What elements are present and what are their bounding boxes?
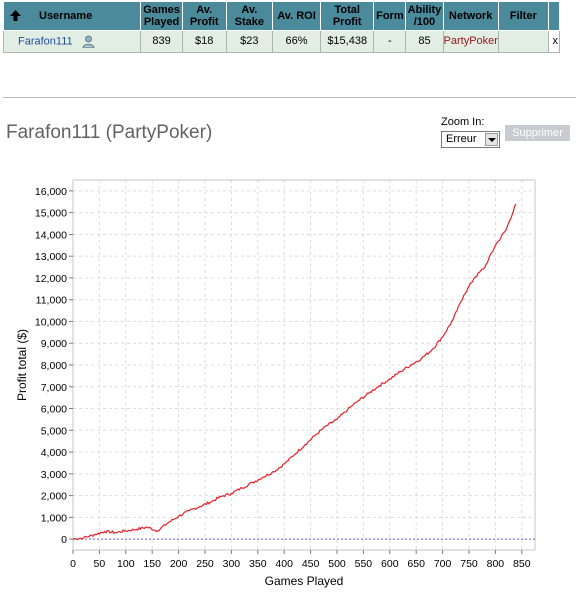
y-tick-label: 5,000 [41, 425, 67, 437]
y-tick-label: 12,000 [35, 273, 67, 285]
up-arrow-icon[interactable] [10, 10, 21, 22]
av-profit-cell: $18 [181, 29, 227, 54]
y-tick-label: 14,000 [35, 229, 67, 241]
y-tick-label: 2,000 [41, 491, 67, 503]
network-header[interactable]: Network [442, 1, 499, 31]
player-stats-table: Username Games Played Av. Profit Av. Stake … [2, 1, 561, 54]
y-tick-label: 3,000 [41, 469, 67, 481]
user-icon[interactable] [82, 35, 95, 48]
username-header-label: Username [39, 9, 93, 22]
x-tick-label: 200 [170, 558, 188, 570]
zoom-label: Zoom In: [441, 116, 485, 128]
x-tick-label: 600 [381, 558, 399, 570]
form-cell: - [373, 29, 407, 54]
ability-cell: 85 [405, 29, 444, 54]
chevron-down-icon[interactable] [485, 133, 498, 146]
x-tick-label: 350 [249, 558, 267, 570]
x-tick-label: 100 [117, 558, 135, 570]
x-tick-label: 700 [434, 558, 452, 570]
y-axis-label: Profit total ($) [15, 329, 29, 401]
section-divider [3, 97, 576, 98]
y-tick-label: 1,000 [41, 512, 67, 524]
av-profit-header[interactable]: Av. Profit [181, 1, 227, 31]
games-played-header[interactable]: Games Played [140, 1, 183, 31]
x-tick-label: 450 [302, 558, 320, 570]
y-tick-label: 6,000 [41, 404, 67, 416]
y-tick-label: 0 [61, 534, 67, 546]
x-tick-label: 150 [143, 558, 161, 570]
table-row: Farafon111 839 $18 $23 66% $15,438 - 85 … [2, 29, 561, 54]
x-tick-label: 500 [328, 558, 346, 570]
x-tick-label: 650 [407, 558, 425, 570]
x-tick-label: 50 [94, 558, 106, 570]
total-profit-cell: $15,438 [320, 29, 375, 54]
page-title: Farafon111 (PartyPoker) [6, 122, 213, 143]
filter-cell[interactable] [497, 29, 549, 54]
x-tick-label: 300 [223, 558, 241, 570]
form-header[interactable]: Form [373, 1, 407, 31]
y-tick-label: 9,000 [41, 338, 67, 350]
header-spacer [547, 1, 561, 31]
username-cell: Farafon111 [2, 29, 142, 54]
x-tick-label: 850 [513, 558, 531, 570]
x-tick-label: 750 [460, 558, 478, 570]
y-tick-label: 8,000 [41, 360, 67, 372]
x-tick-label: 0 [70, 558, 76, 570]
av-stake-header[interactable]: Av. Stake [225, 1, 273, 31]
network-link[interactable]: PartyPoker [443, 35, 498, 48]
profit-series-line [72, 203, 517, 541]
total-profit-header[interactable]: Total Profit [320, 1, 375, 31]
y-tick-label: 16,000 [35, 186, 67, 198]
x-tick-label: 550 [355, 558, 373, 570]
username-link[interactable]: Farafon111 [18, 35, 73, 48]
av-stake-cell: $23 [225, 29, 273, 54]
filter-header[interactable]: Filter [497, 1, 549, 31]
zoom-select[interactable]: Erreur [441, 131, 500, 148]
y-tick-label: 7,000 [41, 382, 67, 394]
chart-grid [72, 180, 535, 550]
username-header[interactable]: Username [2, 1, 142, 31]
network-cell: PartyPoker [442, 29, 499, 54]
y-tick-label: 10,000 [35, 316, 67, 328]
y-tick-label: 15,000 [35, 208, 67, 220]
x-tick-label: 800 [487, 558, 505, 570]
delete-button[interactable]: Supprimer [505, 125, 570, 141]
ability-header[interactable]: Ability/100 [405, 1, 444, 31]
remove-row-button[interactable]: x [547, 29, 561, 54]
av-roi-cell: 66% [271, 29, 322, 54]
x-axis-label: Games Played [265, 574, 344, 588]
chart-axes: 0 1,000 2,000 3,000 4,000 5,000 6,000 7,000 8,00… [35, 186, 531, 570]
y-tick-label: 11,000 [36, 295, 67, 307]
chart-series [72, 203, 535, 541]
zoom-selected-value: Erreur [446, 133, 477, 145]
y-tick-label: 4,000 [41, 447, 67, 459]
y-tick-label: 13,000 [35, 251, 67, 263]
profit-chart: 0 1,000 2,000 3,000 4,000 5,000 6,000 7,000 8,00… [15, 179, 536, 588]
table-header-row: Username Games Played Av. Profit Av. Stake … [2, 1, 561, 31]
games-played-cell: 839 [140, 29, 183, 54]
x-tick-label: 400 [275, 558, 293, 570]
x-tick-label: 250 [196, 558, 214, 570]
av-roi-header[interactable]: Av. ROI [271, 1, 322, 31]
